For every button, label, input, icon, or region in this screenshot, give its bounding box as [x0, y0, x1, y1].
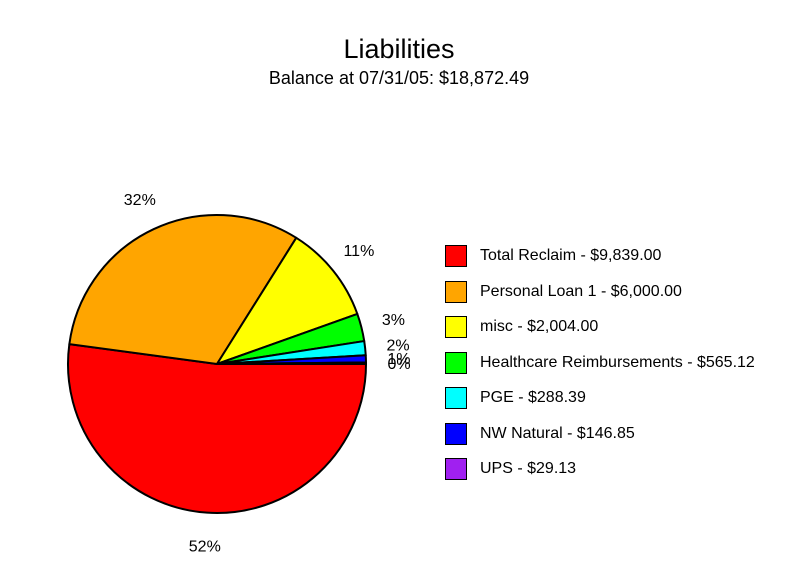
legend-label: Total Reclaim - $9,839.00	[480, 247, 662, 264]
pie-slice-misc	[216, 236, 359, 365]
percent-label-personal-loan-1: 32%	[124, 192, 156, 209]
chart-title: Liabilities	[343, 34, 455, 64]
percent-label-nw-natural: 1%	[387, 351, 410, 368]
chart-subtitle: Balance at 07/31/05: $18,872.49	[268, 68, 530, 88]
legend-label: Personal Loan 1 - $6,000.00	[480, 282, 682, 300]
percent-label-total-reclaim: 52%	[189, 539, 221, 556]
legend-swatch	[445, 316, 467, 338]
legend-swatch	[445, 458, 467, 480]
percent-label-ups: 0%	[387, 356, 410, 373]
pie-slice-ups	[216, 361, 367, 365]
legend-swatch	[445, 245, 467, 267]
legend-label: PGE - $288.39	[480, 389, 586, 406]
legend-label: misc - $2,004.00	[480, 318, 599, 335]
legend-label: NW Natural - $146.85	[480, 424, 635, 442]
legend-swatch	[445, 387, 467, 409]
legend-swatch	[445, 351, 467, 374]
legend-label: UPS - $29.13	[480, 460, 577, 477]
percent-label-misc: 11%	[343, 243, 374, 260]
legend-swatch	[445, 422, 467, 445]
legend-swatch	[445, 280, 467, 303]
percent-label-pge: 2%	[386, 338, 409, 355]
pie-slice-total-reclaim	[67, 343, 367, 515]
percent-label-healthcare-reimbursements: 3%	[382, 312, 405, 329]
legend-label: Healthcare Reimbursements - $565.12	[480, 353, 755, 371]
